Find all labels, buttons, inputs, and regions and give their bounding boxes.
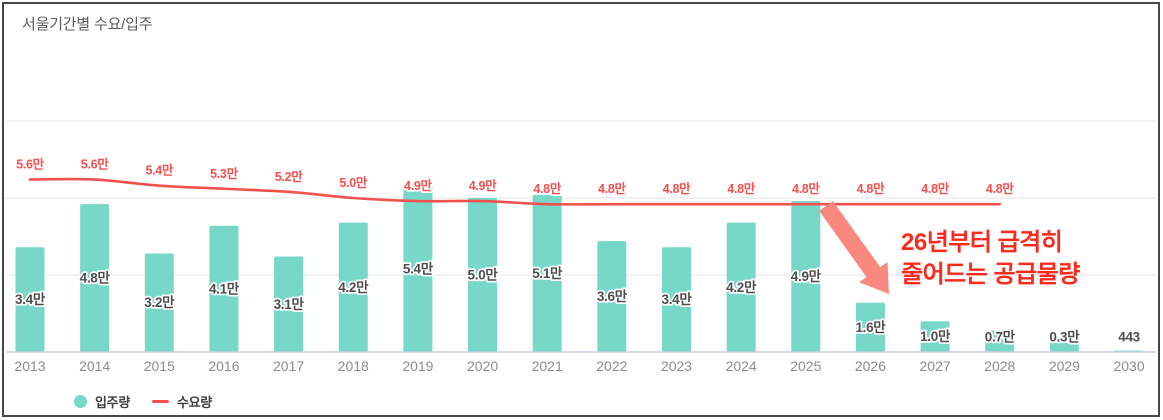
line-value-label-2019: 4.9만 <box>404 178 432 193</box>
bar-value-label-2027: 1.0만 <box>920 329 951 344</box>
bar-2026 <box>855 302 885 352</box>
line-value-label-2020: 4.9만 <box>469 178 497 193</box>
x-axis-label-2030: 2030 <box>1113 358 1144 374</box>
bar-value-label-2024: 4.2만 <box>726 280 757 295</box>
x-axis-label-2014: 2014 <box>79 358 110 374</box>
bar-value-label-2029: 0.3만 <box>1049 330 1080 345</box>
line-series-swatch-icon <box>151 400 169 403</box>
annotation-text: 26년부터 급격히 줄어드는 공급물량 <box>901 227 1080 291</box>
bar-2023 <box>662 247 691 352</box>
chart-title: 서울기간별 수요/입주 <box>22 16 153 33</box>
line-value-label-2025: 4.8만 <box>792 181 820 196</box>
demand-line <box>28 177 1002 206</box>
x-axis-label-2023: 2023 <box>661 358 692 374</box>
legend-item-bar: 입주량 <box>74 392 130 411</box>
bar-2024 <box>726 222 756 352</box>
bar-2028 <box>985 330 1015 352</box>
legend-label-line: 수요량 <box>176 395 212 410</box>
bar-value-label-2015: 3.2만 <box>144 295 175 310</box>
annotation-line-2: 줄어드는 공급물량 <box>901 261 1080 288</box>
line-value-label-2028: 4.8만 <box>986 181 1014 196</box>
line-value-label-2015: 5.4만 <box>145 163 173 178</box>
bar-2014 <box>80 204 110 352</box>
line-value-label-2017: 5.2만 <box>275 169 303 184</box>
bar-2017 <box>274 256 304 352</box>
x-axis-label-2025: 2025 <box>790 358 821 374</box>
bar-2021 <box>532 194 562 352</box>
x-axis-label-2019: 2019 <box>402 358 433 374</box>
x-axis-label-2013: 2013 <box>14 358 45 374</box>
bar-value-label-2021: 5.1만 <box>532 266 563 281</box>
bar-2015 <box>144 253 174 352</box>
bar-2029 <box>1049 342 1079 352</box>
line-value-label-2022: 4.8만 <box>598 181 626 196</box>
bar-value-label-2020: 5.0만 <box>468 268 499 283</box>
line-value-label-2018: 5.0만 <box>339 175 367 190</box>
bar-value-label-2022: 3.6만 <box>597 289 628 304</box>
x-axis-label-2026: 2026 <box>855 358 886 374</box>
x-axis-label-2015: 2015 <box>144 358 175 374</box>
bar-2025 <box>791 201 821 352</box>
bar-value-label-2025: 4.9만 <box>791 269 822 284</box>
bar-2013 <box>15 247 45 352</box>
bar-2018 <box>338 222 368 352</box>
x-axis-label-2024: 2024 <box>726 358 757 374</box>
x-axis-label-2017: 2017 <box>273 358 304 374</box>
bar-value-label-2013: 3.4만 <box>15 292 46 307</box>
line-value-label-2016: 5.3만 <box>210 166 238 181</box>
bar-series-swatch-icon <box>74 395 87 408</box>
line-value-label-2026: 4.8만 <box>857 181 885 196</box>
bar-value-label-2019: 5.4만 <box>403 261 434 276</box>
line-value-label-2023: 4.8만 <box>663 181 691 196</box>
line-value-label-2024: 4.8만 <box>727 181 755 196</box>
bar-value-label-2023: 3.4만 <box>662 292 693 307</box>
x-axis-label-2022: 2022 <box>596 358 627 374</box>
bar-value-label-2030: 443 <box>1118 330 1140 345</box>
annotation-line-1: 26년부터 급격히 <box>901 229 1063 256</box>
chart-legend: 입주량 수요량 <box>74 392 212 411</box>
line-value-label-2021: 4.8만 <box>533 181 561 196</box>
line-value-label-2014: 5.6만 <box>81 157 109 172</box>
bar-2027 <box>920 321 950 352</box>
decline-arrow-icon <box>819 201 889 294</box>
x-axis-label-2021: 2021 <box>532 358 563 374</box>
bar-2022 <box>597 241 627 352</box>
legend-label-bar: 입주량 <box>95 395 130 410</box>
bar-value-label-2028: 0.7만 <box>985 330 1016 345</box>
bar-2019 <box>403 185 433 352</box>
legend-item-line: 수요량 <box>151 392 212 411</box>
bar-value-label-2026: 1.6만 <box>855 320 886 335</box>
line-value-label-2027: 4.8만 <box>921 181 949 196</box>
x-axis-label-2028: 2028 <box>984 358 1015 374</box>
x-axis-label-2027: 2027 <box>920 358 951 374</box>
x-axis-label-2020: 2020 <box>467 358 498 374</box>
bar-2016 <box>209 225 239 352</box>
bar-value-label-2017: 3.1만 <box>274 297 305 312</box>
bar-2020 <box>468 198 498 352</box>
bar-value-label-2014: 4.8만 <box>80 271 111 286</box>
bar-value-label-2016: 4.1만 <box>209 281 240 296</box>
x-axis-label-2029: 2029 <box>1049 358 1080 374</box>
line-value-label-2013: 5.6만 <box>16 157 44 172</box>
bar-value-label-2018: 4.2만 <box>338 280 369 295</box>
x-axis-label-2016: 2016 <box>208 358 239 374</box>
x-axis-label-2018: 2018 <box>338 358 369 374</box>
